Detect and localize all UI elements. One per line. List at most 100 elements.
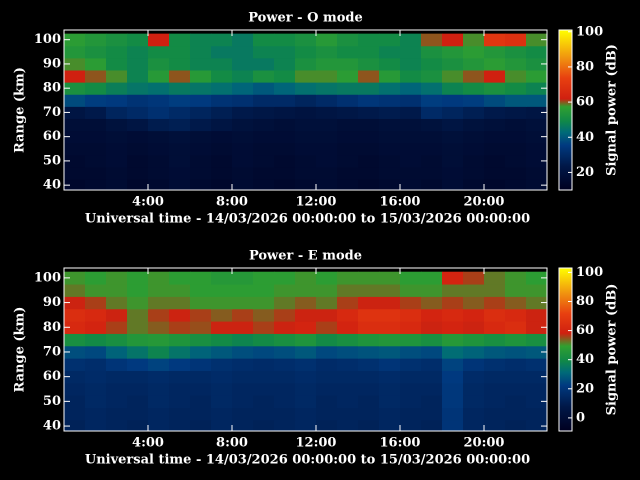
heatmap-cell [232, 45, 254, 59]
heatmap-cell [505, 70, 527, 83]
heatmap-cell [337, 271, 359, 285]
heatmap-cell [190, 142, 212, 156]
heatmap-cell [169, 130, 191, 144]
heatmap-cell [169, 407, 191, 421]
heatmap-cell [127, 358, 149, 371]
heatmap-cell [526, 166, 547, 180]
heatmap-cell [316, 271, 338, 285]
heatmap-cell [274, 296, 296, 310]
heatmap-cell [379, 179, 401, 190]
heatmap-cell [358, 284, 380, 297]
heatmap-cell [463, 33, 485, 47]
heatmap-cell [442, 271, 464, 285]
heatmap-cell [295, 82, 317, 95]
heatmap-cell [526, 130, 547, 144]
heatmap-cell [400, 382, 422, 396]
heatmap-cell [379, 358, 401, 371]
heatmap-cell [211, 419, 233, 431]
heatmap-cell [148, 45, 170, 59]
colorbar-tick-label: 100 [576, 265, 603, 280]
heatmap-cell [337, 296, 359, 310]
colorbar-tick-label: 100 [576, 24, 603, 39]
heatmap-cell [421, 82, 443, 95]
x-tick-label: 20:00 [464, 436, 505, 451]
heatmap-cell [127, 308, 149, 322]
heatmap-cell [169, 166, 191, 180]
heatmap-cell [421, 166, 443, 180]
heatmap-cell [526, 45, 547, 59]
heatmap-cell [190, 271, 212, 285]
heatmap-cell [232, 321, 254, 334]
heatmap-cell [106, 321, 128, 334]
heatmap-cell [463, 118, 485, 132]
heatmap-cell [211, 358, 233, 371]
heatmap-cell [526, 308, 547, 322]
heatmap-cell [358, 382, 380, 396]
heatmap-cell [505, 382, 527, 396]
heatmap-cells [64, 271, 547, 431]
heatmap-cell [400, 407, 422, 421]
heatmap-cell [358, 271, 380, 285]
heatmap-cell [379, 82, 401, 95]
heatmap-cell [64, 321, 86, 334]
heatmap-cell [232, 94, 254, 107]
heatmap-cell [526, 179, 547, 190]
y-tick-label: 60 [43, 129, 61, 144]
heatmap-cell [379, 45, 401, 59]
heatmap-cell [106, 106, 128, 119]
heatmap-cell [127, 284, 149, 297]
heatmap-cell [190, 345, 212, 359]
heatmap-cell [190, 382, 212, 396]
heatmap-cell [463, 296, 485, 310]
heatmap-cell [316, 345, 338, 359]
heatmap-cell [274, 142, 296, 156]
heatmap-cell [484, 308, 506, 322]
heatmap-cell [505, 45, 527, 59]
heatmap-cell [232, 82, 254, 95]
heatmap-cell [64, 395, 86, 409]
heatmap-cell [337, 333, 359, 347]
heatmap-cell [85, 166, 107, 180]
heatmap-cell [148, 179, 170, 190]
heatmap-cell [253, 370, 275, 384]
heatmap-cell [421, 70, 443, 83]
heatmap-cell [526, 154, 547, 168]
heatmap-cell [85, 296, 107, 310]
heatmap-cell [127, 395, 149, 409]
heatmap-cell [253, 130, 275, 144]
heatmap-cell [190, 370, 212, 384]
heatmap-cell [379, 142, 401, 156]
heatmap-cell [232, 395, 254, 409]
heatmap-cell [106, 345, 128, 359]
heatmap-cell [526, 296, 547, 310]
heatmap-cell [232, 33, 254, 47]
heatmap-cell [169, 45, 191, 59]
heatmap-cell [295, 370, 317, 384]
heatmap-cell [484, 82, 506, 95]
heatmap-cell [106, 94, 128, 107]
heatmap-cell [442, 142, 464, 156]
heatmap-cell [274, 179, 296, 190]
heatmap-cell [463, 382, 485, 396]
colorbar [558, 267, 573, 432]
heatmap-cell [421, 333, 443, 347]
heatmap-cell [442, 345, 464, 359]
heatmap-cell [484, 345, 506, 359]
heatmap-cell [169, 370, 191, 384]
heatmap-cell [295, 33, 317, 47]
heatmap-cell [484, 70, 506, 83]
heatmap-cell [358, 45, 380, 59]
heatmap-cell [169, 33, 191, 47]
heatmap-cell [169, 154, 191, 168]
heatmap-cell [64, 118, 86, 132]
heatmap-cell [64, 271, 86, 285]
heatmap-cell [463, 57, 485, 71]
heatmap-cell [316, 382, 338, 396]
heatmap-cell [232, 57, 254, 71]
heatmap-cell [463, 395, 485, 409]
heatmap-cell [127, 321, 149, 334]
heatmap-cell [190, 106, 212, 119]
heatmap-cell [526, 382, 547, 396]
heatmap-cell [316, 166, 338, 180]
heatmap-cell [253, 321, 275, 334]
